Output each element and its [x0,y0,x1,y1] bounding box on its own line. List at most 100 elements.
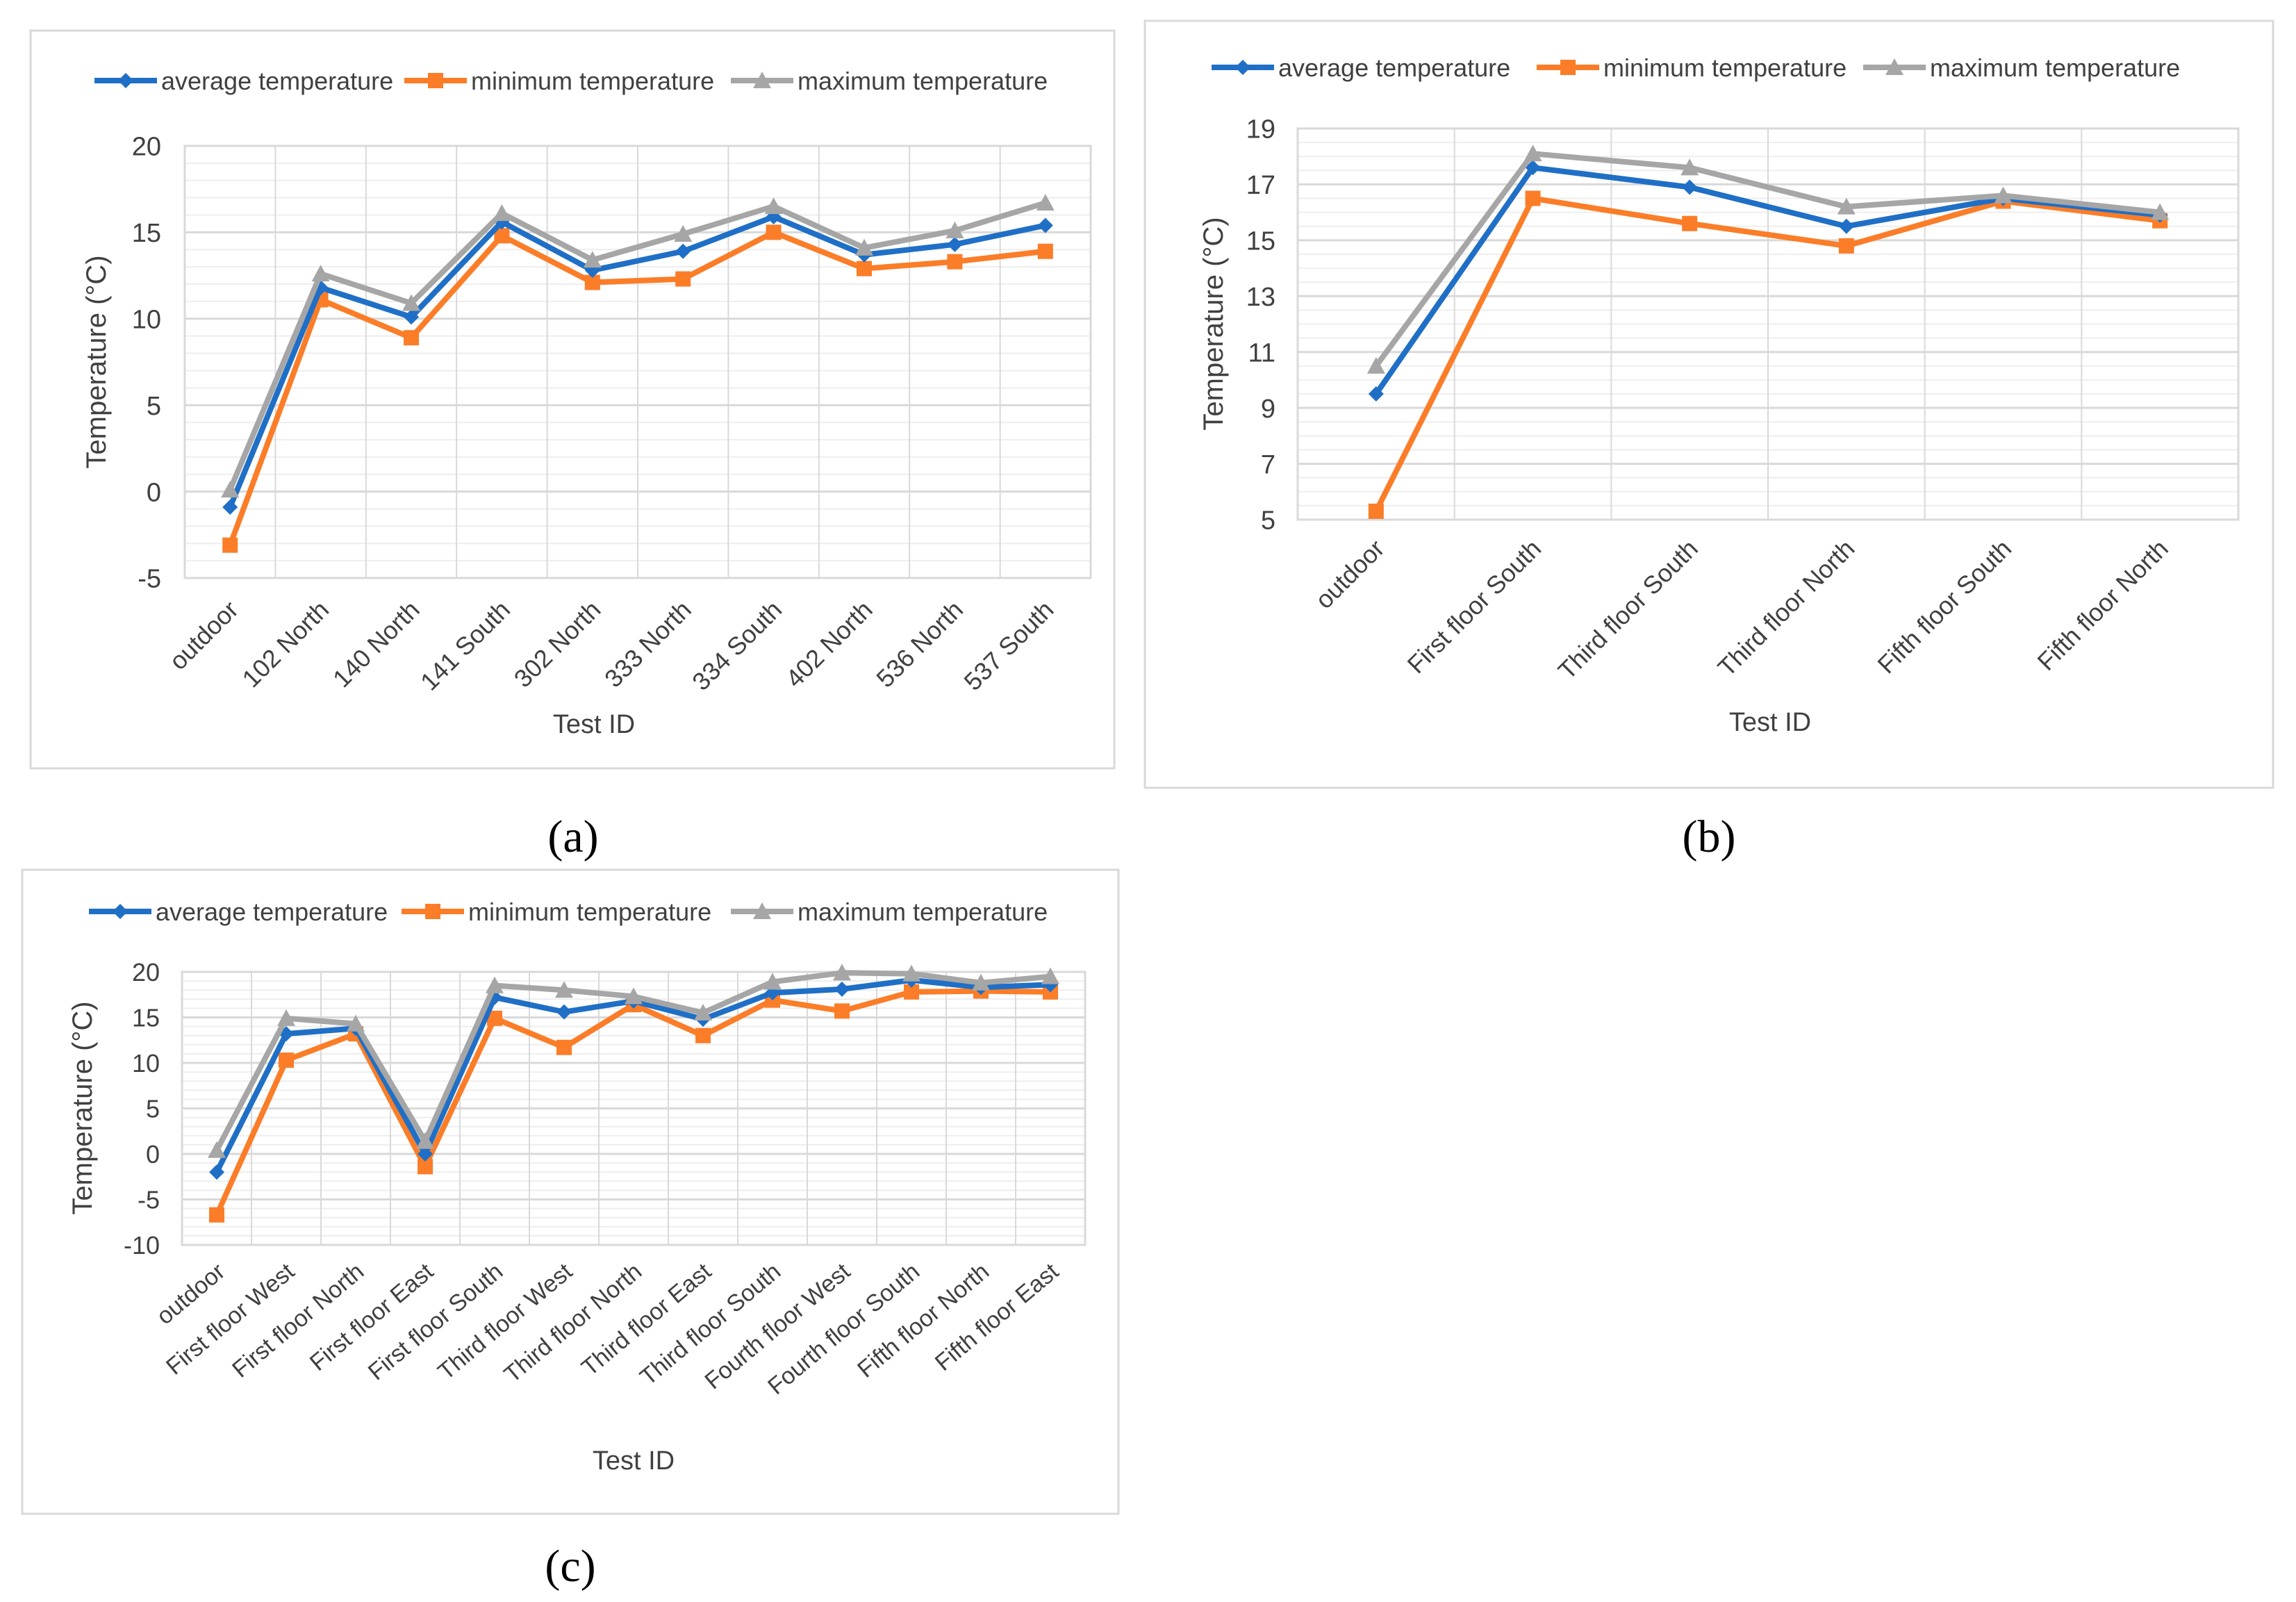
minimum-temperature-point [494,228,510,244]
average-temperature-point [418,1146,433,1162]
average-temperature-point [947,236,963,252]
maximum-temperature-point [1680,158,1699,176]
maximum-temperature-point [1523,144,1542,162]
minimum-temperature-line [1373,195,2161,513]
legend-swatch-marker [425,904,440,919]
x-axis-title: Test ID [1729,708,1811,737]
average-temperature-point [1368,386,1384,402]
average-temperature-point [222,499,238,515]
minimum-temperature-point [675,271,691,287]
plot-area [181,971,1087,1246]
maximum-temperature-point [764,197,783,215]
minimum-temperature-point [904,984,919,1000]
minimum-temperature-point [1525,190,1541,206]
maximum-temperature-point [2151,203,2170,220]
minimum-temperature-point [834,1003,850,1019]
maximum-temperature-point [833,964,851,981]
maximum-temperature-point [763,973,782,990]
average-temperature-point [1838,218,1854,234]
minimum-temperature-point [1682,215,1698,231]
maximum-temperature-line [227,200,1046,491]
average-temperature-point [404,309,419,325]
y-tick-label: 7 [1261,450,1275,479]
y-tick-label: -5 [138,565,161,594]
maximum-temperature-point [1041,967,1059,984]
average-temperature-point [834,981,850,997]
y-tick-label: 15 [132,1003,160,1032]
plot-area [183,144,1092,579]
minimum-temperature-point [1037,243,1053,259]
plot-area [1296,127,2240,521]
minimum-temperature-point [1368,503,1384,519]
average-temperature-point [1525,160,1541,176]
minimum-temperature-point [857,261,872,276]
y-tick-label: 15 [1246,227,1275,256]
y-tick-label: 5 [1261,506,1275,536]
average-temperature-point [1037,217,1053,233]
legend-label: minimum temperature [468,898,711,926]
minimum-temperature-point [947,254,963,270]
minimum-temperature-point [487,1010,502,1026]
minimum-temperature-point [418,1159,433,1175]
minimum-temperature-point [556,1039,572,1055]
panel-label: (b) [1683,811,1736,862]
legend-swatch-marker [1235,60,1250,75]
y-tick-label: 9 [1261,395,1275,424]
minimum-temperature-point [1838,238,1854,254]
maximum-temperature-point [972,973,990,991]
maximum-temperature-point [493,204,511,222]
average-temperature-point [209,1164,224,1180]
minimum-temperature-point [279,1052,294,1068]
y-tick-label: 5 [147,392,161,421]
minimum-temperature-point [222,537,238,553]
y-tick-label: 5 [146,1094,160,1123]
maximum-temperature-point [555,981,573,998]
chart-frame [1143,19,2274,789]
legend-label: average temperature [1278,53,1510,82]
y-tick-label: 10 [132,1049,160,1077]
maximum-temperature-point [945,221,964,238]
minimum-temperature-point [766,224,782,240]
y-tick-label: 11 [1248,338,1275,368]
minimum-temperature-point [584,274,600,290]
legend-swatch-marker [428,73,443,88]
maximum-temperature-point [416,1132,434,1149]
x-axis-title: Test ID [553,710,635,739]
y-axis-title: Temperature (°C) [1198,217,1229,430]
maximum-temperature-point [221,481,240,498]
minimum-temperature-point [404,330,419,346]
average-temperature-point [556,1004,572,1020]
legend-swatch-marker [753,902,771,920]
average-temperature-point [1682,179,1698,195]
maximum-temperature-point [402,294,420,311]
legend-label: maximum temperature [798,67,1048,95]
average-temperature-point [675,243,691,259]
maximum-temperature-line [1373,151,2161,368]
y-tick-label: 20 [132,958,160,986]
maximum-temperature-point [625,987,643,1005]
minimum-temperature-point [209,1207,224,1223]
legend-label: minimum temperature [471,67,714,95]
maximum-temperature-point [674,224,693,242]
x-axis-title: Test ID [593,1446,675,1476]
legend-label: average temperature [161,67,393,95]
legend-swatch-marker [113,904,128,919]
legend-swatch-marker [1560,60,1576,75]
minimum-temperature-point [695,1027,711,1043]
legend-swatch-marker [118,73,133,88]
chart-frame [21,868,1120,1515]
y-tick-label: 15 [132,219,161,248]
y-tick-label: 10 [132,305,161,334]
legend-swatch-marker [1885,58,1903,76]
maximum-temperature-point [902,964,920,982]
y-tick-label: 0 [146,1140,160,1169]
y-tick-label: 20 [132,133,161,162]
legend-swatch-marker [753,72,771,89]
maximum-temperature-point [277,1009,295,1026]
panel-label: (a) [547,811,598,862]
y-axis-title: Temperature (°C) [67,1001,98,1214]
maximum-temperature-point [208,1141,226,1158]
